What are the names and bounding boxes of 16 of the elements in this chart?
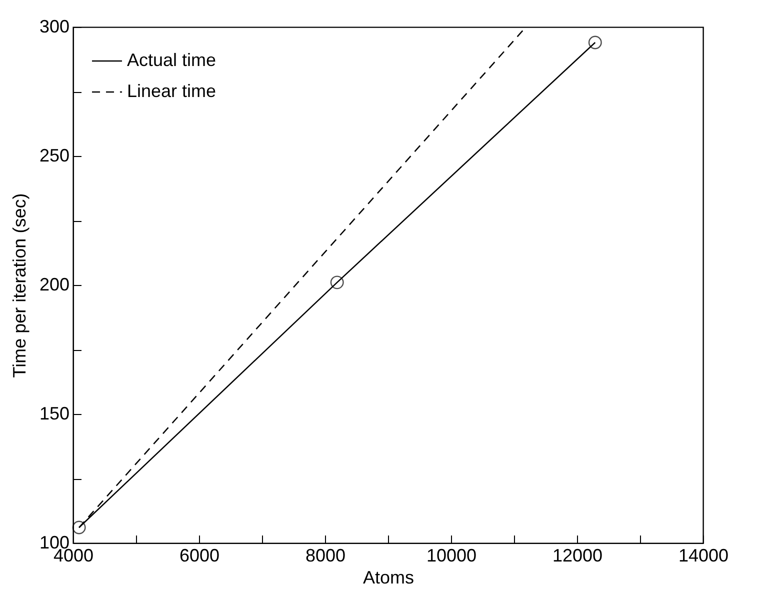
legend-label: Actual time (127, 50, 216, 70)
y-axis-title: Time per iteration (sec) (9, 193, 30, 378)
x-tick-label: 14000 (678, 546, 729, 566)
y-tick-label: 250 (39, 146, 70, 166)
x-axis-title: Atoms (362, 568, 414, 588)
point (72, 520, 86, 534)
x-tick-label: 8000 (305, 546, 346, 566)
y-tick-label: 150 (39, 404, 70, 424)
y-tick-label: 200 (39, 274, 70, 294)
y-tick-label: 300 (39, 16, 70, 36)
point (330, 276, 344, 290)
point (588, 36, 602, 50)
x-tick-label: 12000 (552, 546, 603, 566)
legend-label: Linear time (127, 81, 216, 101)
x-tick-label: 6000 (179, 546, 220, 566)
x-tick-label: 10000 (426, 546, 477, 566)
